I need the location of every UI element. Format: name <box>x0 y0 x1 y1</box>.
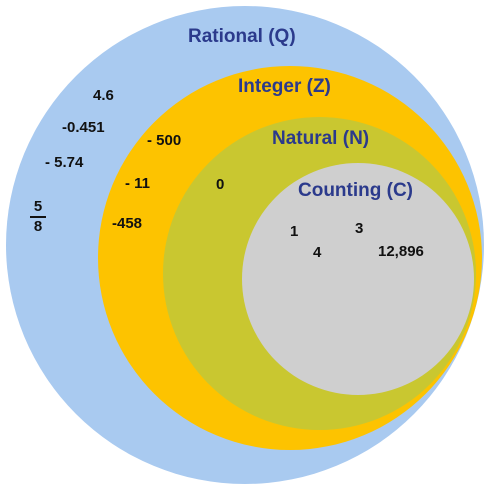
integer-set-label: Integer (Z) <box>238 76 331 97</box>
integer-number-neg-458: -458 <box>112 215 143 232</box>
fraction-denominator: 8 <box>33 218 43 235</box>
integer-number-neg-500: - 500 <box>147 132 182 149</box>
counting-number-12896: 12,896 <box>378 243 424 260</box>
natural-set-label: Natural (N) <box>272 128 370 149</box>
rational-fraction: 5 8 <box>30 199 46 235</box>
rational-set-label: Rational (Q) <box>188 26 296 47</box>
rational-number-4-6: 4.6 <box>93 87 114 104</box>
rational-number-neg-5-74: - 5.74 <box>45 154 84 171</box>
counting-number-1: 1 <box>290 223 299 240</box>
fraction-numerator: 5 <box>33 198 43 215</box>
counting-set-label: Counting (C) <box>298 180 414 201</box>
natural-number-0: 0 <box>216 176 225 193</box>
fraction-bar <box>30 216 46 218</box>
counting-set-circle <box>242 163 474 395</box>
rational-number-neg-0-451: -0.451 <box>62 119 105 136</box>
counting-number-4: 4 <box>313 244 322 261</box>
integer-number-neg-11: - 11 <box>125 175 151 192</box>
counting-number-3: 3 <box>355 220 364 237</box>
